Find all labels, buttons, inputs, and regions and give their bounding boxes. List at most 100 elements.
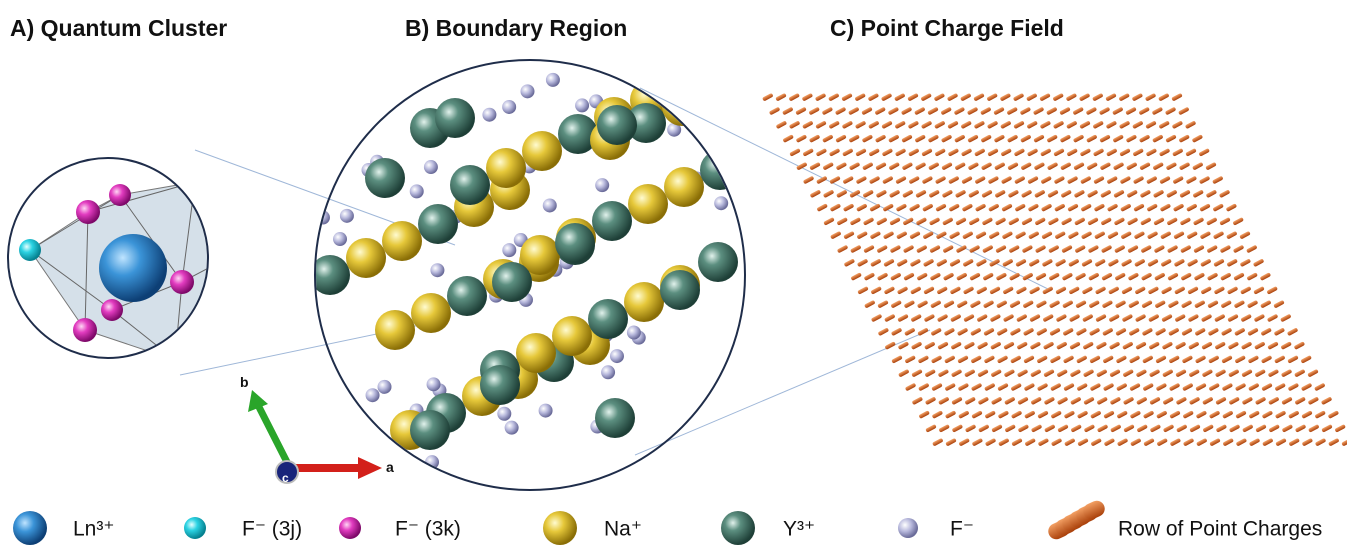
- atom: [384, 78, 398, 92]
- point-charge: [1194, 300, 1206, 309]
- point-charge: [1119, 148, 1131, 157]
- point-charge: [869, 176, 881, 185]
- point-charge: [1302, 438, 1314, 447]
- point-charge: [822, 134, 834, 143]
- atom: [497, 407, 511, 421]
- point-charge: [890, 245, 902, 254]
- point-charge: [982, 272, 994, 281]
- point-charge: [975, 231, 987, 240]
- point-charge: [1215, 396, 1227, 405]
- point-charge: [1060, 162, 1072, 171]
- point-charge: [1074, 217, 1086, 226]
- point-charge: [1188, 369, 1200, 378]
- point-charge: [1075, 300, 1087, 309]
- point-charge: [974, 176, 986, 185]
- atom: [164, 349, 186, 371]
- atom: [424, 160, 438, 174]
- point-charge: [1162, 369, 1174, 378]
- point-charge: [1139, 162, 1151, 171]
- point-charge: [955, 189, 967, 198]
- point-charge: [934, 120, 946, 129]
- point-charge: [1141, 272, 1153, 281]
- point-charge: [889, 217, 901, 226]
- point-charge: [1294, 369, 1306, 378]
- atom: [346, 423, 360, 437]
- point-charge: [1041, 231, 1053, 240]
- point-charge: [1038, 438, 1050, 447]
- point-charge: [1117, 438, 1129, 447]
- point-charge: [908, 148, 920, 157]
- point-charge: [1016, 314, 1028, 323]
- point-charge: [978, 396, 990, 405]
- point-charge: [989, 286, 1001, 295]
- point-charge: [1186, 203, 1198, 212]
- point-charge: [1226, 258, 1238, 267]
- point-charge: [914, 134, 926, 143]
- point-charge: [1208, 355, 1220, 364]
- point-charge: [976, 314, 988, 323]
- point-charge: [815, 93, 827, 102]
- point-charge: [1226, 231, 1238, 240]
- point-charge: [1162, 341, 1174, 350]
- point-charge: [1022, 300, 1034, 309]
- point-charge: [1077, 438, 1089, 447]
- point-charge: [948, 176, 960, 185]
- point-charge: [952, 424, 964, 433]
- point-charge: [856, 231, 868, 240]
- point-charge: [1060, 189, 1072, 198]
- atom: [184, 517, 206, 539]
- point-charge: [1214, 341, 1226, 350]
- legend-label: F⁻ (3k): [395, 518, 461, 541]
- point-charge: [983, 300, 995, 309]
- point-charge: [802, 93, 814, 102]
- point-charge: [1219, 189, 1231, 198]
- point-charge: [896, 231, 908, 240]
- point-charge: [1281, 369, 1293, 378]
- point-charge: [1100, 217, 1112, 226]
- point-charge: [1020, 107, 1032, 116]
- point-charge: [1152, 107, 1164, 116]
- point-charge: [1254, 369, 1266, 378]
- point-charge: [870, 258, 882, 267]
- point-charge: [843, 203, 855, 212]
- point-charge: [958, 438, 970, 447]
- atom: [109, 184, 131, 206]
- point-charge: [1140, 245, 1152, 254]
- point-charge: [830, 231, 842, 240]
- point-charge: [1090, 438, 1102, 447]
- point-charge: [969, 245, 981, 254]
- point-charge: [1094, 203, 1106, 212]
- point-charge: [980, 107, 992, 116]
- point-charge: [896, 258, 908, 267]
- point-charge: [1181, 300, 1193, 309]
- axis-label: b: [240, 374, 249, 390]
- point-charge: [895, 176, 907, 185]
- point-charge: [928, 134, 940, 143]
- point-charge: [1116, 410, 1128, 419]
- point-charge: [1113, 162, 1125, 171]
- point-charge: [982, 217, 994, 226]
- point-charge: [1260, 327, 1272, 336]
- point-charge: [962, 258, 974, 267]
- point-charge: [994, 189, 1006, 198]
- point-charge: [994, 134, 1006, 143]
- point-charge: [1042, 314, 1054, 323]
- point-charge: [1166, 162, 1178, 171]
- point-charge: [968, 217, 980, 226]
- point-charge: [1121, 258, 1133, 267]
- point-charge: [1146, 148, 1158, 157]
- axis-label: c: [282, 471, 289, 485]
- point-charge: [917, 327, 929, 336]
- point-charge: [1149, 369, 1161, 378]
- point-charge: [970, 300, 982, 309]
- point-charge: [909, 203, 921, 212]
- point-charge: [960, 120, 972, 129]
- point-charge: [1046, 107, 1058, 116]
- point-charge: [1026, 120, 1038, 129]
- atom: [770, 35, 810, 75]
- point-charge: [977, 341, 989, 350]
- point-charge: [1235, 410, 1247, 419]
- point-charge: [1202, 424, 1214, 433]
- atom: [382, 221, 422, 261]
- point-charge: [944, 383, 956, 392]
